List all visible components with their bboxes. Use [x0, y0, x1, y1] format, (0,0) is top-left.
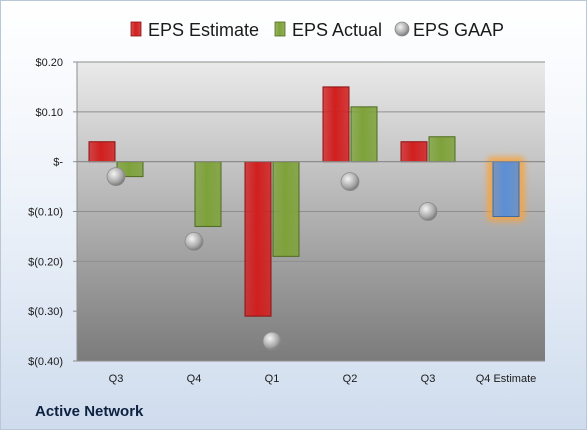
x-tick-label: Q1 — [265, 373, 280, 385]
x-tick-label: Q3 — [421, 373, 436, 385]
future-estimate-bar — [492, 161, 520, 217]
y-tick-label: $- — [53, 157, 63, 169]
actual-bar — [350, 106, 378, 163]
y-tick-label: $0.20 — [35, 57, 63, 69]
x-tick-label: Q4 — [187, 373, 202, 385]
estimate-bar — [88, 141, 116, 163]
y-tick-label: $0.10 — [35, 107, 63, 119]
legend-swatch — [130, 21, 142, 37]
y-tick-label: $(0.40) — [28, 356, 63, 368]
estimate-bar — [400, 141, 428, 163]
actual-bar — [194, 161, 222, 227]
gaap-point — [106, 167, 126, 187]
estimate-bar — [322, 86, 350, 163]
gaap-point — [262, 331, 282, 351]
company-name: Active Network — [35, 403, 144, 420]
gaap-point — [340, 172, 360, 192]
legend-label: EPS Actual — [292, 20, 382, 40]
legend-swatch — [274, 21, 286, 37]
x-tick-label: Q4 Estimate — [476, 373, 537, 385]
legend-swatch — [394, 21, 410, 37]
legend-label: EPS GAAP — [413, 20, 504, 40]
legend-label: EPS Estimate — [148, 20, 259, 40]
y-tick-label: $(0.30) — [28, 306, 63, 318]
actual-bar — [272, 161, 300, 257]
gaap-point — [418, 202, 438, 221]
x-tick-label: Q3 — [109, 373, 124, 385]
y-tick-label: $(0.20) — [28, 256, 63, 268]
x-tick-label: Q2 — [343, 373, 358, 385]
estimate-bar — [244, 161, 272, 317]
actual-bar — [428, 136, 456, 163]
gaap-point — [184, 231, 204, 251]
y-tick-label: $(0.10) — [28, 207, 63, 219]
